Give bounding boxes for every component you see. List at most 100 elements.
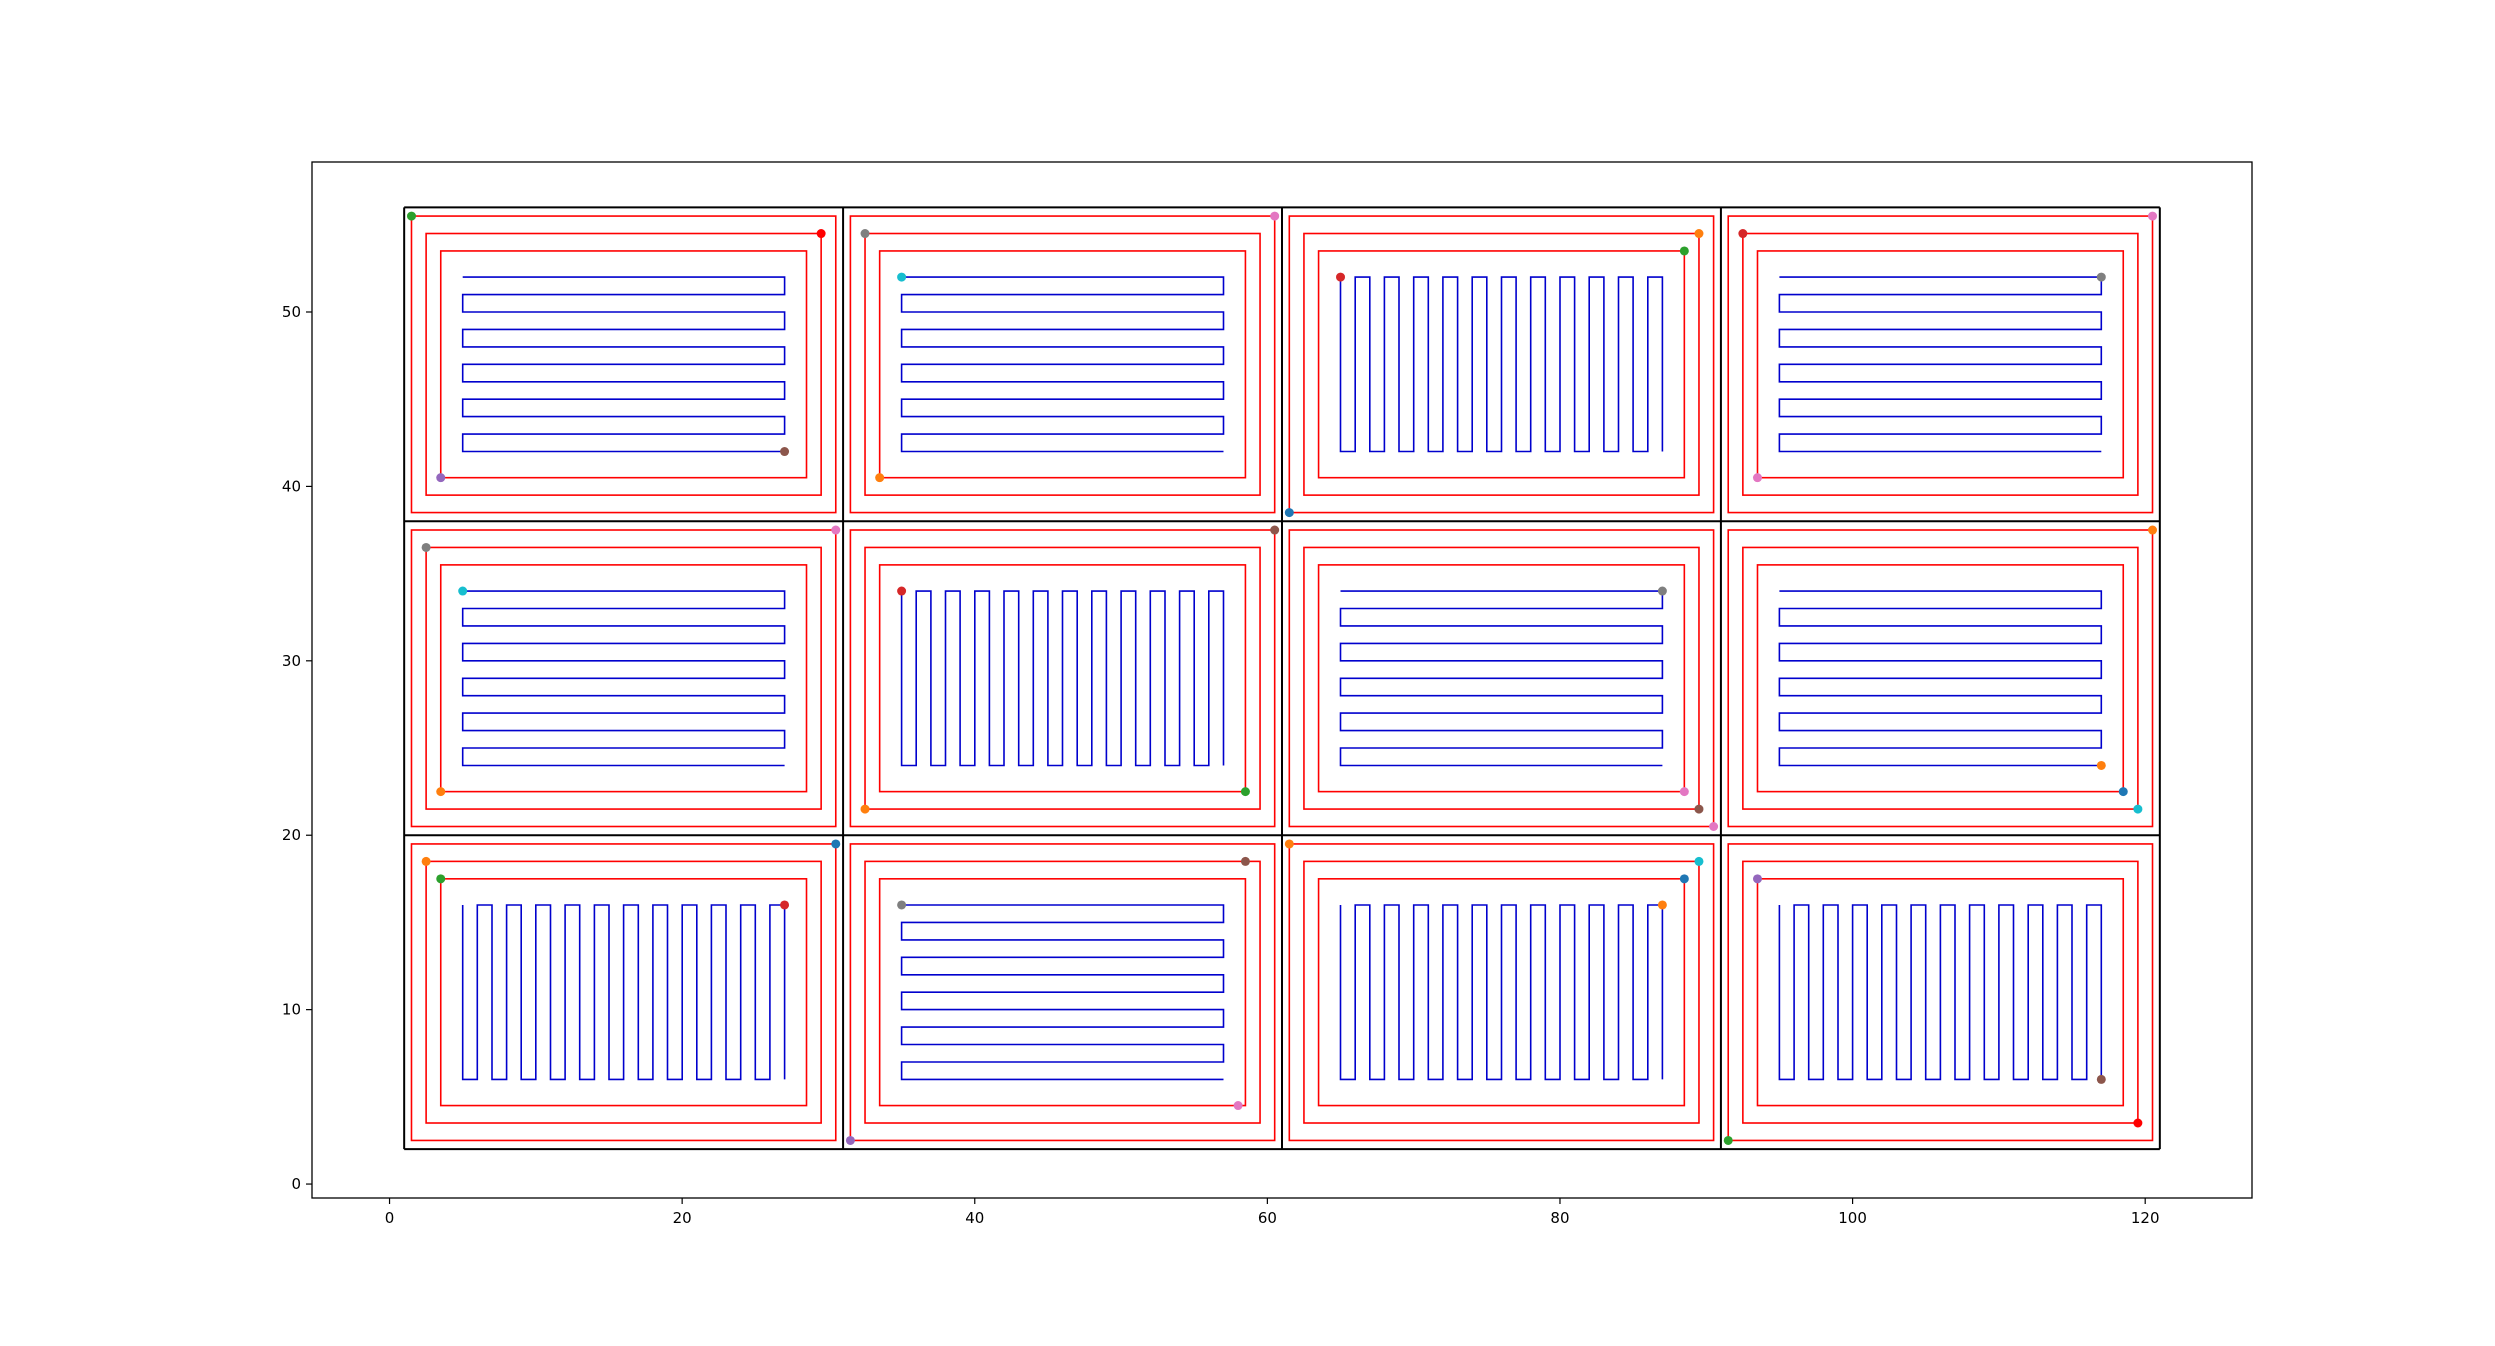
path-marker — [2096, 1074, 2106, 1084]
perimeter-paths — [410, 215, 2154, 1142]
path-marker — [780, 900, 790, 910]
perimeter-path — [425, 546, 822, 810]
path-marker — [1284, 839, 1294, 849]
path-marker — [1694, 856, 1704, 866]
fill-path — [461, 590, 786, 767]
fill-path — [1339, 904, 1664, 1081]
path-marker — [897, 900, 907, 910]
perimeter-path — [1742, 860, 2139, 1124]
perimeter-path — [864, 860, 1261, 1124]
perimeter-path — [1303, 232, 1700, 496]
path-marker — [1270, 525, 1280, 535]
perimeter-path — [425, 860, 822, 1124]
perimeter-path — [1727, 843, 2154, 1142]
perimeter-path — [1288, 843, 1715, 1142]
path-marker — [1738, 229, 1748, 239]
path-marker — [860, 229, 870, 239]
path-marker — [780, 447, 790, 457]
y-tick-label: 30 — [282, 652, 301, 670]
path-marker — [421, 542, 431, 552]
path-marker — [2096, 272, 2106, 282]
x-tick-label: 20 — [673, 1209, 692, 1227]
perimeter-path — [425, 232, 822, 496]
path-marker — [458, 586, 468, 596]
perimeter-path — [1742, 232, 2139, 496]
perimeter-path — [1317, 564, 1686, 793]
fill-path — [1339, 590, 1664, 767]
path-marker — [436, 787, 446, 797]
path-marker — [1752, 874, 1762, 884]
path-marker — [2096, 760, 2106, 770]
path-marker — [1723, 1135, 1733, 1145]
path-marker — [1336, 272, 1346, 282]
fill-path — [461, 904, 786, 1081]
fill-path — [900, 590, 1225, 767]
perimeter-path — [439, 878, 808, 1107]
perimeter-path — [1317, 250, 1686, 479]
x-tick-label: 60 — [1258, 1209, 1277, 1227]
path-marker — [2148, 211, 2158, 221]
path-marker — [436, 874, 446, 884]
path-marker — [831, 525, 841, 535]
path-marker — [831, 839, 841, 849]
path-marker — [2133, 804, 2143, 814]
fill-path — [1778, 276, 2103, 453]
perimeter-path — [439, 250, 808, 479]
perimeter-path — [1303, 546, 1700, 810]
perimeter-path — [1756, 564, 2125, 793]
perimeter-path — [1742, 546, 2139, 810]
path-markers — [406, 211, 2158, 1145]
perimeter-path — [849, 215, 1276, 514]
path-marker — [1240, 787, 1250, 797]
path-marker — [816, 229, 826, 239]
path-marker — [1284, 508, 1294, 518]
x-tick-label: 80 — [1550, 1209, 1569, 1227]
path-marker — [436, 473, 446, 483]
perimeter-path — [849, 843, 1276, 1142]
perimeter-path — [864, 232, 1261, 496]
fill-path — [1778, 904, 2103, 1081]
perimeter-path — [1756, 250, 2125, 479]
fill-path — [900, 276, 1225, 453]
fill-paths — [461, 276, 2103, 1081]
perimeter-path — [410, 843, 837, 1142]
x-tick-label: 0 — [385, 1209, 395, 1227]
perimeter-path — [1317, 878, 1686, 1107]
perimeter-path — [878, 564, 1247, 793]
axes-frame — [311, 161, 2253, 1199]
perimeter-path — [1756, 878, 2125, 1107]
y-axis-ticks: 0 10 20 30 40 50 — [282, 303, 312, 1193]
path-marker — [897, 586, 907, 596]
perimeter-path — [878, 250, 1247, 479]
path-marker — [1679, 874, 1689, 884]
path-marker — [1679, 246, 1689, 256]
x-tick-label: 100 — [1838, 1209, 1867, 1227]
perimeter-path — [1288, 215, 1715, 514]
y-tick-label: 20 — [282, 826, 301, 844]
x-tick-label: 40 — [965, 1209, 984, 1227]
perimeter-path — [1288, 529, 1715, 828]
fill-path — [900, 904, 1225, 1081]
path-marker — [2133, 1118, 2143, 1128]
path-marker — [1233, 1101, 1243, 1111]
perimeter-path — [410, 529, 837, 828]
path-marker — [1694, 229, 1704, 239]
y-tick-label: 0 — [291, 1175, 301, 1193]
path-marker — [860, 804, 870, 814]
path-marker — [1679, 787, 1689, 797]
path-marker — [406, 211, 416, 221]
perimeter-path — [439, 564, 808, 793]
path-marker — [875, 473, 885, 483]
cell-borders — [403, 206, 2161, 1151]
path-marker — [2118, 787, 2128, 797]
path-marker — [845, 1135, 855, 1145]
perimeter-path — [1727, 215, 2154, 514]
path-marker — [1240, 856, 1250, 866]
x-axis-ticks: 0 20 40 60 80 100 120 — [385, 1198, 2160, 1227]
path-marker — [1657, 586, 1667, 596]
path-marker — [1709, 822, 1719, 832]
fill-path — [1339, 276, 1664, 453]
fill-path — [1778, 590, 2103, 767]
perimeter-path — [864, 546, 1261, 810]
